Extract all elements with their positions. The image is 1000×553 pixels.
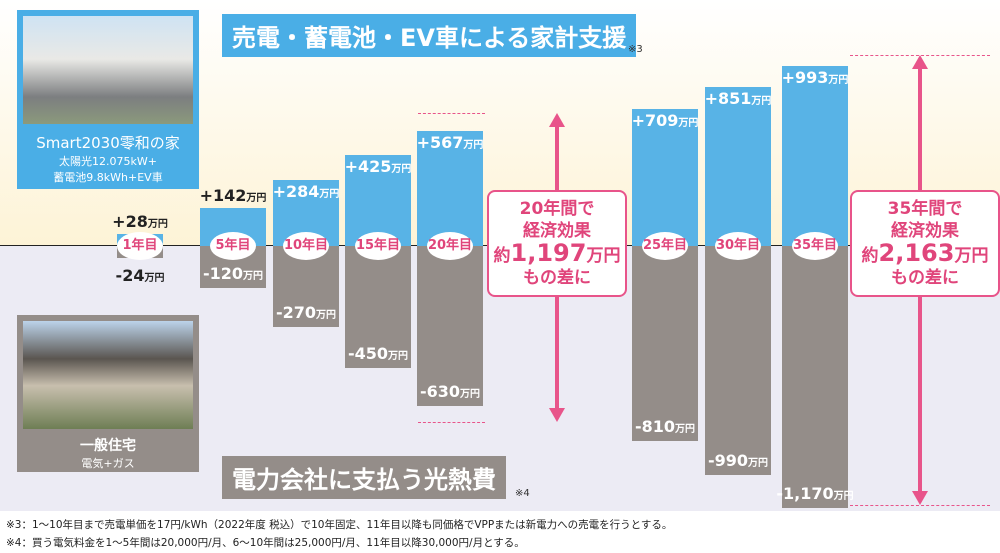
normal-house-photo	[23, 321, 193, 429]
smart-house-spec2: 蓄電池9.8kWh+EV車	[53, 171, 163, 184]
normal-house-card: 一般住宅 電気+ガス	[17, 315, 199, 472]
positive-value-label: +709万円	[631, 110, 699, 130]
year-label: 10年目	[283, 232, 329, 260]
negative-bar	[632, 246, 698, 442]
savings-annotation: 20年間で 経済効果 約1,197万円 もの差に	[487, 190, 627, 297]
arrow-up-icon	[912, 55, 928, 69]
bottom-title: 電力会社に支払う光熱費	[222, 456, 506, 499]
year-label: 15年目	[355, 232, 401, 260]
negative-bar	[417, 246, 483, 406]
footnote-4: ※4：買う電気料金を1～5年間は20,000円/月、6～10年間は25,000円…	[6, 537, 525, 549]
year-label: 35年目	[792, 232, 838, 260]
bottom-note: ※4	[515, 488, 530, 499]
positive-bar	[782, 66, 848, 246]
arrow-down-icon	[912, 491, 928, 505]
title-note: ※3	[628, 44, 643, 55]
year-label: 5年目	[210, 232, 256, 260]
year-label: 25年目	[642, 232, 688, 260]
negative-value-label: -810万円	[634, 417, 696, 437]
negative-value-label: -450万円	[347, 343, 409, 363]
negative-value-label: -630万円	[419, 381, 481, 401]
positive-value-label: +142万円	[199, 186, 267, 206]
negative-value-label: -270万円	[275, 303, 337, 323]
smart-house-name: Smart2030零和の家	[36, 134, 180, 152]
year-label: 1年目	[117, 232, 163, 260]
arrow-down-icon	[549, 408, 565, 422]
dash-line-bottom	[418, 422, 485, 423]
positive-value-label: +425万円	[344, 156, 412, 176]
chart-title: 売電・蓄電池・EV車による家計支援	[222, 14, 637, 57]
positive-value-label: +284万円	[272, 181, 340, 201]
negative-value-label: -120万円	[202, 264, 264, 284]
negative-value-label: -24万円	[115, 266, 165, 285]
positive-bar	[417, 131, 483, 246]
smart-house-photo	[23, 16, 193, 124]
smart-house-spec1: 太陽光12.075kW+	[59, 155, 157, 168]
savings-annotation: 35年間で 経済効果 約2,163万円 もの差に	[850, 190, 1000, 297]
negative-value-label: -1,170万円	[776, 484, 854, 504]
year-label: 20年目	[427, 232, 473, 260]
smart-house-card: Smart2030零和の家 太陽光12.075kW+ 蓄電池9.8kWh+EV車	[17, 10, 199, 189]
positive-value-label: +993万円	[781, 68, 849, 88]
dash-line-top	[418, 113, 485, 114]
positive-bar	[345, 154, 411, 246]
positive-bar	[705, 87, 771, 246]
arrow-up-icon	[549, 113, 565, 127]
positive-value-label: +28万円	[112, 212, 168, 231]
negative-value-label: -990万円	[707, 451, 769, 471]
negative-bar	[705, 246, 771, 476]
year-label: 30年目	[715, 232, 761, 260]
negative-bar	[782, 246, 848, 509]
footnote-3: ※3：1～10年目まで売電単価を17円/kWh（2022年度 税込）で10年固定…	[6, 519, 673, 531]
negative-bar	[345, 246, 411, 368]
positive-bar	[632, 108, 698, 246]
normal-house-name: 一般住宅	[80, 438, 136, 454]
normal-house-spec: 電気+ガス	[81, 457, 135, 470]
positive-value-label: +851万円	[704, 89, 772, 109]
dash-line-bottom	[850, 505, 990, 506]
positive-value-label: +567万円	[416, 133, 484, 153]
